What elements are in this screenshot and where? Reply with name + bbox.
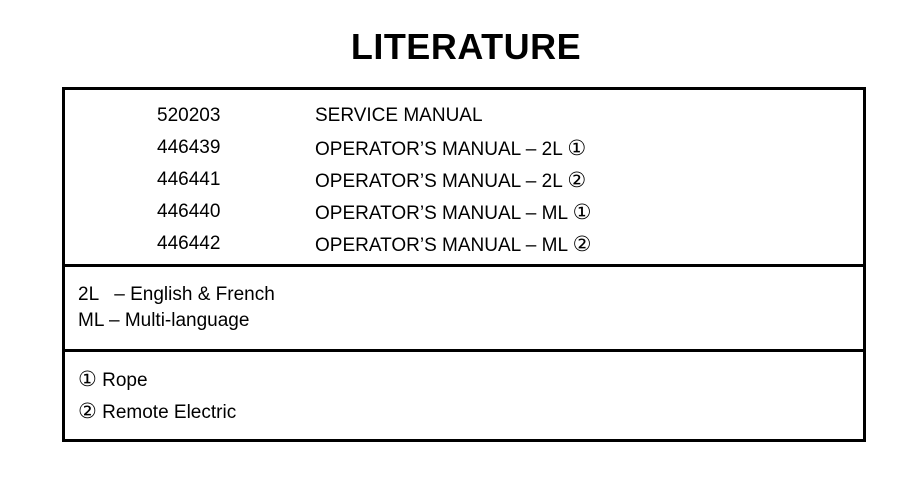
- legend-text: Rope: [102, 370, 148, 391]
- legend-ml: ML – Multi-language: [78, 310, 250, 331]
- parts-list: 520203 SERVICE MANUAL 446439 OPERATOR’S …: [65, 90, 863, 267]
- circled-number-icon: ①: [572, 200, 592, 224]
- part-description: OPERATOR’S MANUAL – 2L ①: [315, 137, 586, 161]
- part-number: 520203: [157, 105, 221, 126]
- legend-remote-electric: ② Remote Electric: [78, 400, 236, 424]
- part-description-text: OPERATOR’S MANUAL – 2L: [315, 139, 563, 160]
- literature-table: 520203 SERVICE MANUAL 446439 OPERATOR’S …: [62, 87, 866, 442]
- language-legend: 2L – English & French ML – Multi-languag…: [65, 267, 863, 352]
- part-description-text: OPERATOR’S MANUAL – 2L: [315, 171, 563, 192]
- part-description-text: OPERATOR’S MANUAL – ML: [315, 203, 568, 224]
- circled-number-icon: ②: [572, 232, 592, 256]
- part-description: OPERATOR’S MANUAL – ML ①: [315, 201, 591, 225]
- legend-text: Remote Electric: [102, 402, 237, 423]
- circled-number-icon: ①: [567, 136, 587, 160]
- part-description: SERVICE MANUAL: [315, 105, 483, 127]
- part-description-text: OPERATOR’S MANUAL – ML: [315, 235, 568, 256]
- legend-rope: ① Rope: [78, 368, 148, 392]
- page-title: LITERATURE: [350, 26, 582, 67]
- circled-number-icon: ②: [567, 168, 587, 192]
- part-description-text: SERVICE MANUAL: [315, 105, 483, 126]
- circled-one-icon: ①: [78, 367, 97, 391]
- part-description: OPERATOR’S MANUAL – ML ②: [315, 233, 591, 257]
- part-number: 446442: [157, 233, 221, 254]
- start-type-legend: ① Rope ② Remote Electric: [65, 352, 863, 439]
- part-description: OPERATOR’S MANUAL – 2L ②: [315, 169, 586, 193]
- part-number: 446441: [157, 169, 221, 190]
- part-number: 446440: [157, 201, 221, 222]
- legend-2l: 2L – English & French: [78, 284, 275, 305]
- part-number: 446439: [157, 137, 221, 158]
- circled-two-icon: ②: [78, 399, 97, 423]
